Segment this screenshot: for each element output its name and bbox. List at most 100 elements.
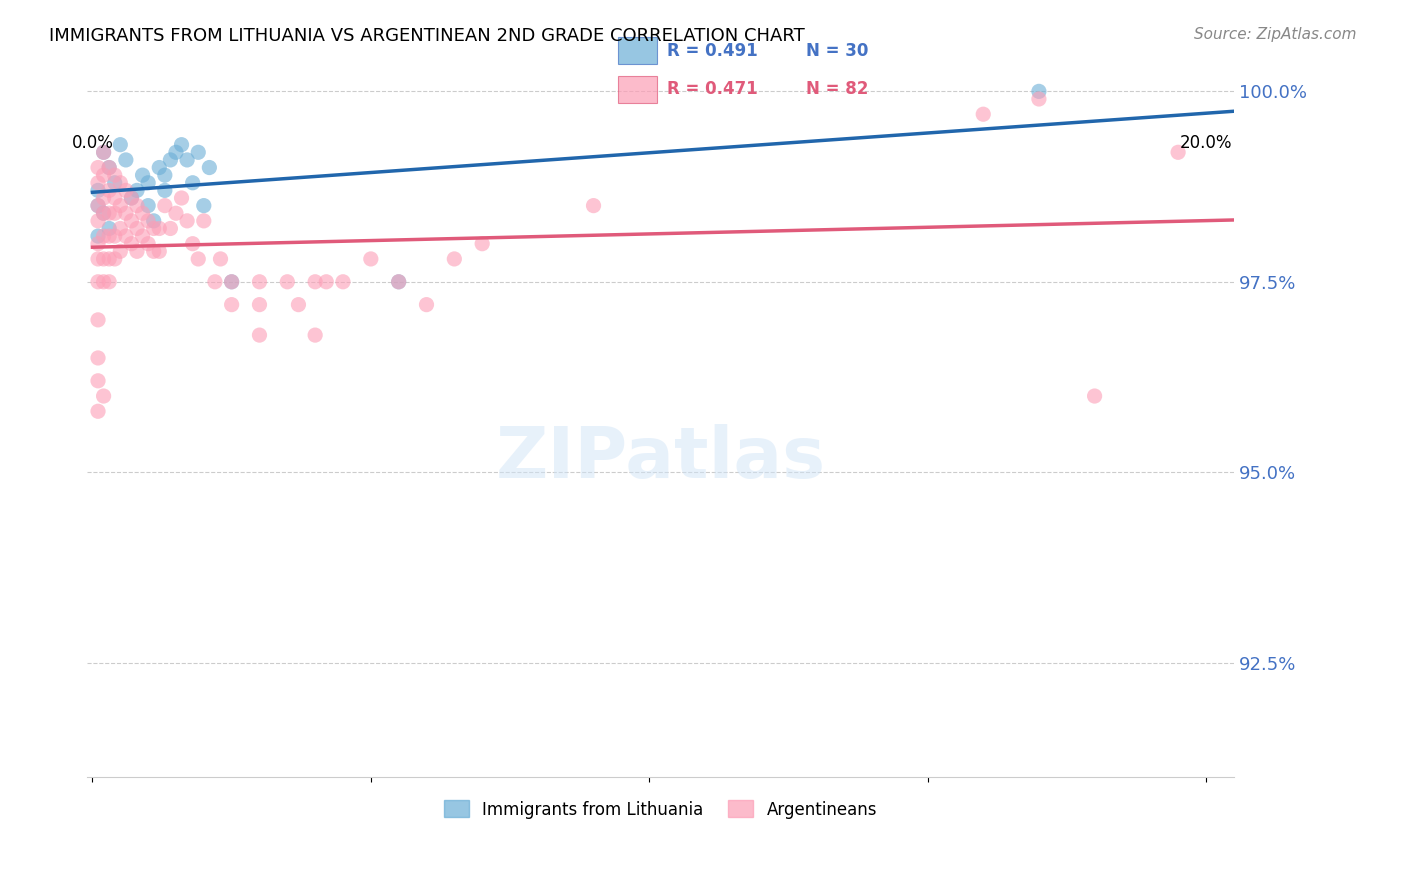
Point: [148, 244, 170, 259]
Point: [388, 275, 411, 289]
Point: [110, 176, 132, 190]
Point: [104, 229, 127, 244]
Point: [120, 191, 142, 205]
Point: [972, 107, 994, 121]
Point: [153, 168, 176, 182]
Point: [181, 236, 204, 251]
Point: [87, 275, 110, 289]
Point: [193, 199, 215, 213]
Point: [209, 252, 232, 266]
Point: [136, 199, 159, 213]
Point: [136, 176, 159, 190]
Point: [1028, 92, 1050, 106]
Point: [1028, 84, 1050, 98]
Legend: Immigrants from Lithuania, Argentineans: Immigrants from Lithuania, Argentineans: [437, 794, 884, 825]
Point: [87, 313, 110, 327]
Point: [93, 145, 115, 160]
Point: [110, 199, 132, 213]
Point: [125, 221, 148, 235]
Point: [87, 161, 110, 175]
Point: [104, 176, 127, 190]
Point: [131, 229, 153, 244]
Point: [1084, 389, 1107, 403]
Text: R = 0.471: R = 0.471: [666, 80, 758, 98]
Point: [115, 183, 138, 197]
Point: [98, 183, 121, 197]
Point: [187, 145, 209, 160]
Point: [388, 275, 411, 289]
Point: [142, 244, 165, 259]
Point: [115, 153, 138, 167]
Point: [170, 137, 193, 152]
Point: [98, 252, 121, 266]
Point: [98, 161, 121, 175]
Point: [110, 137, 132, 152]
Point: [110, 221, 132, 235]
Point: [221, 298, 243, 312]
Point: [181, 176, 204, 190]
Bar: [619, 76, 657, 103]
Point: [415, 298, 437, 312]
Point: [98, 161, 121, 175]
Point: [98, 206, 121, 220]
Text: IMMIGRANTS FROM LITHUANIA VS ARGENTINEAN 2ND GRADE CORRELATION CHART: IMMIGRANTS FROM LITHUANIA VS ARGENTINEAN…: [49, 27, 806, 45]
Point: [187, 252, 209, 266]
Point: [104, 168, 127, 182]
Point: [221, 275, 243, 289]
Point: [93, 168, 115, 182]
Point: [131, 168, 153, 182]
Text: ZIPatlas: ZIPatlas: [495, 424, 825, 492]
Point: [443, 252, 465, 266]
Point: [165, 206, 187, 220]
Point: [142, 214, 165, 228]
Point: [221, 275, 243, 289]
Point: [136, 214, 159, 228]
Point: [159, 153, 181, 167]
Point: [471, 236, 494, 251]
Point: [87, 214, 110, 228]
Point: [176, 214, 198, 228]
Point: [159, 221, 181, 235]
Point: [104, 191, 127, 205]
Point: [115, 206, 138, 220]
Point: [249, 298, 271, 312]
Point: [287, 298, 309, 312]
Point: [93, 145, 115, 160]
Point: [87, 351, 110, 365]
Point: [136, 236, 159, 251]
Point: [131, 206, 153, 220]
Point: [93, 229, 115, 244]
Text: Source: ZipAtlas.com: Source: ZipAtlas.com: [1194, 27, 1357, 42]
Point: [87, 374, 110, 388]
Point: [249, 275, 271, 289]
Point: [142, 221, 165, 235]
Point: [104, 252, 127, 266]
Point: [87, 404, 110, 418]
Point: [120, 236, 142, 251]
Point: [304, 328, 326, 343]
Point: [93, 206, 115, 220]
Point: [148, 221, 170, 235]
Point: [120, 191, 142, 205]
Point: [176, 153, 198, 167]
Point: [315, 275, 337, 289]
Point: [104, 206, 127, 220]
Point: [115, 229, 138, 244]
Point: [332, 275, 354, 289]
Text: N = 30: N = 30: [806, 42, 868, 60]
Point: [148, 161, 170, 175]
Point: [93, 191, 115, 205]
Point: [249, 328, 271, 343]
Point: [125, 183, 148, 197]
Point: [276, 275, 298, 289]
Point: [125, 244, 148, 259]
Point: [93, 275, 115, 289]
Point: [87, 176, 110, 190]
Point: [360, 252, 382, 266]
Point: [93, 206, 115, 220]
Point: [125, 199, 148, 213]
Text: R = 0.491: R = 0.491: [666, 42, 758, 60]
Point: [87, 199, 110, 213]
Point: [304, 275, 326, 289]
Text: 20.0%: 20.0%: [1180, 135, 1232, 153]
